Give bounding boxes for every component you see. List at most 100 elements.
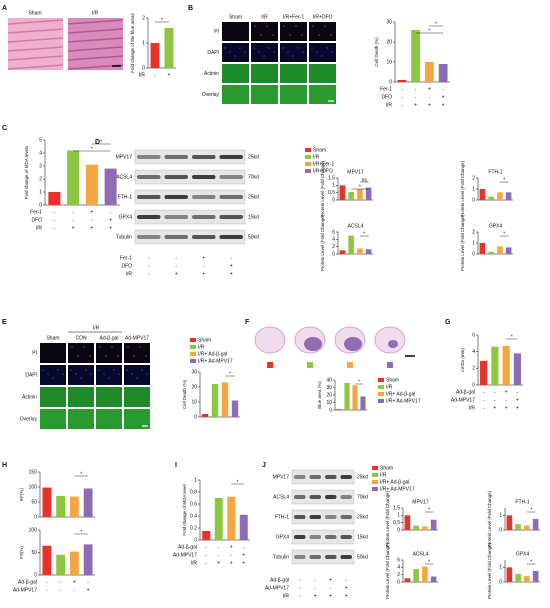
chart-title: MPV17: [412, 499, 429, 505]
blot-size: 70kd: [357, 494, 368, 500]
blot-band: [309, 495, 321, 499]
condition-sign: -: [54, 209, 56, 215]
y-axis-label: FS(%): [19, 546, 24, 559]
condition-sign: +: [72, 225, 75, 231]
legend-label: I/R+ Ad-β-gal: [198, 351, 227, 357]
y-axis-label: Protein Level (Fold Change): [460, 214, 465, 271]
y-tick-label: 0: [332, 197, 335, 203]
y-tick-label: 30: [191, 369, 197, 375]
condition-sign: -: [483, 405, 485, 411]
blot-strip: [134, 169, 246, 185]
chart-title: ACSL4: [413, 551, 429, 557]
y-tick-label: 0: [329, 407, 332, 413]
blot-size: 25kd: [357, 474, 368, 480]
condition-sign: -: [429, 94, 431, 100]
condition-sign: -: [314, 577, 316, 583]
condition-label: I/R: [469, 405, 476, 411]
condition-sign: +: [242, 552, 245, 558]
blot-label: FTH-1: [118, 194, 132, 200]
blot-size: 25kd: [248, 194, 259, 200]
y-tick-label: 0: [472, 197, 475, 203]
legend-swatch: [372, 473, 378, 477]
blot-label: GPX4: [119, 214, 133, 220]
y-tick-label: 4: [332, 237, 335, 243]
bar: [513, 353, 521, 385]
significance-label: *: [359, 184, 361, 190]
blot-label: Tubulin: [273, 554, 289, 560]
blot-size: 25kd: [357, 514, 368, 520]
condition-label: I/R: [36, 225, 43, 231]
bar: [488, 251, 494, 254]
y-tick-label: 0: [194, 414, 197, 420]
bar: [479, 243, 486, 254]
nucleus: [292, 55, 294, 57]
y-tick-label: 1: [397, 513, 400, 519]
condition-sign: -: [299, 577, 301, 583]
legend-swatch: [305, 148, 311, 152]
micrograph: [222, 43, 249, 62]
condition-label: Ad-MPV17: [265, 585, 289, 591]
condition-sign: +: [345, 593, 348, 599]
pi-spot: [99, 346, 101, 348]
condition-sign: -: [517, 389, 519, 395]
bar: [344, 383, 350, 410]
condition-label: Ad-MPV17: [173, 552, 197, 558]
condition-label: DFO: [121, 263, 132, 269]
nucleus: [229, 51, 231, 53]
blot-strip: [291, 509, 355, 525]
condition-label: Fer-1: [380, 86, 392, 92]
bar: [339, 250, 346, 254]
bar: [515, 524, 521, 530]
bar: [357, 189, 363, 200]
y-tick-label: 4: [39, 150, 42, 156]
y-tick-label: 5: [39, 137, 42, 143]
tissue-fiber: [7, 37, 64, 43]
blot-band: [325, 475, 337, 479]
blot-band: [219, 155, 243, 159]
group-label: I/R: [93, 325, 100, 331]
nucleus: [331, 51, 333, 53]
bar: [69, 496, 79, 517]
condition-sign: -: [91, 217, 93, 223]
row-label: PI: [214, 29, 219, 35]
pi-spot: [133, 355, 135, 357]
nucleus: [90, 373, 92, 375]
pi-spot: [312, 25, 314, 27]
y-tick-label: 2: [397, 572, 400, 578]
significance-label: *: [229, 371, 231, 377]
y-axis-label: Protein Level (Fold Change): [320, 214, 325, 271]
blot-band: [164, 215, 188, 219]
y-tick-label: 10: [191, 399, 197, 405]
blot-strip: [134, 189, 246, 205]
condition-sign: -: [72, 217, 74, 223]
condition-sign: +: [87, 587, 90, 593]
y-tick-label: 0: [142, 65, 145, 71]
condition-sign: -: [175, 255, 177, 261]
column-label: Sham: [229, 14, 242, 20]
condition-sign: +: [73, 579, 76, 585]
condition-sign: +: [345, 585, 348, 591]
bar: [42, 487, 52, 517]
blot-band: [294, 495, 306, 499]
bar: [404, 515, 411, 530]
pi-spot: [145, 355, 147, 357]
condition-sign: +: [230, 263, 233, 269]
blot-label: GPX4: [276, 534, 290, 540]
nucleus: [113, 369, 115, 371]
y-tick-label: 30: [326, 385, 332, 391]
condition-sign: -: [442, 86, 444, 92]
y-tick-label: 10: [326, 400, 332, 406]
legend-label: I/R+ Ad-MPV17: [198, 358, 233, 364]
nucleus: [297, 47, 299, 49]
nucleus: [52, 377, 54, 379]
condition-sign: -: [345, 577, 347, 583]
image-label: I/R: [92, 10, 99, 16]
condition-sign: +: [202, 271, 205, 277]
blot-band: [219, 175, 243, 179]
blot-band: [137, 175, 161, 179]
y-axis-label: Blue area (%): [317, 381, 322, 409]
blot-band: [325, 495, 337, 499]
y-tick-label: 2: [142, 15, 145, 21]
pi-spot: [272, 34, 274, 36]
histology-image: [68, 18, 123, 70]
